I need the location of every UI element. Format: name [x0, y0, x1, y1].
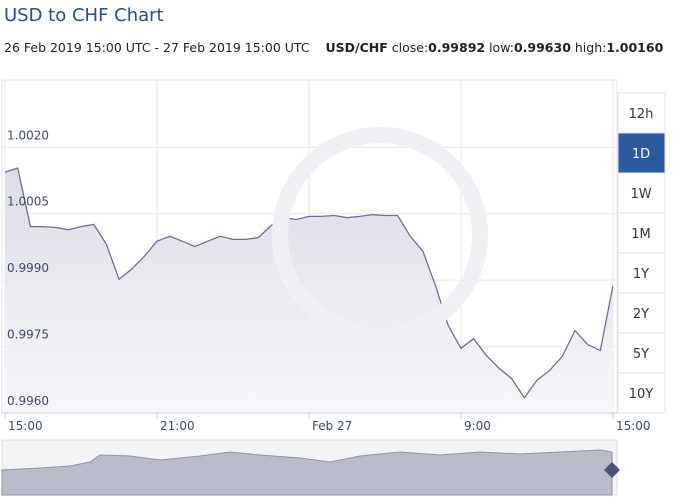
subtitle: 26 Feb 2019 15:00 UTC - 27 Feb 2019 15:0…: [4, 40, 663, 55]
range-button[interactable]: [617, 292, 666, 334]
range-button[interactable]: [617, 212, 666, 254]
range-button[interactable]: [617, 372, 666, 414]
range-button-label[interactable]: 1M: [631, 227, 651, 242]
range-button-label[interactable]: 12h: [629, 107, 654, 122]
line: [4, 167, 614, 400]
range-button[interactable]: [617, 92, 666, 134]
x-tick-label: Feb 27: [312, 419, 352, 433]
stat-label: close:: [391, 40, 429, 55]
period: 26 Feb 2019 15:00 UTC - 27 Feb 2019 15:0…: [4, 40, 310, 55]
pair: USD/CHF: [325, 40, 388, 55]
stat-label: high:: [574, 40, 607, 55]
range-button-label[interactable]: 1Y: [633, 267, 649, 282]
watermark: [272, 127, 488, 343]
navigator-handle[interactable]: [604, 462, 620, 478]
stat-value: 1.00160: [606, 40, 664, 55]
x-tick-label: 15:00: [8, 419, 43, 433]
area: [5, 168, 613, 413]
range-button[interactable]: [617, 132, 666, 174]
stats: close:0.99892 low:0.99630 high:1.00160: [392, 40, 664, 55]
x-tick-label: 9:00: [464, 419, 491, 433]
y-tick-label: 1.0005: [7, 195, 49, 209]
y-tick-label: 1.0020: [7, 128, 49, 142]
chart-title: USD to CHF Chart: [4, 5, 164, 26]
y-tick-label: 0.9990: [7, 261, 49, 275]
range-button[interactable]: [617, 252, 666, 294]
x-tick-label: 15:00: [616, 419, 651, 433]
stat-label: low:: [489, 40, 514, 55]
range-button-label[interactable]: 2Y: [633, 307, 649, 322]
y-tick-label: 0.9975: [7, 328, 49, 342]
y-tick-label: 0.9960: [7, 394, 49, 408]
range-button-label[interactable]: 1W: [630, 187, 651, 202]
navigator-series: [1, 449, 613, 496]
x-tick-label: 21:00: [160, 419, 195, 433]
stat-value: 0.99892: [428, 40, 486, 55]
range-button-label[interactable]: 1D: [632, 147, 650, 162]
stat-value: 0.99630: [513, 40, 571, 55]
range-button[interactable]: [617, 332, 666, 374]
range-button-label[interactable]: 5Y: [633, 347, 649, 362]
range-button-label[interactable]: 10Y: [629, 387, 654, 402]
